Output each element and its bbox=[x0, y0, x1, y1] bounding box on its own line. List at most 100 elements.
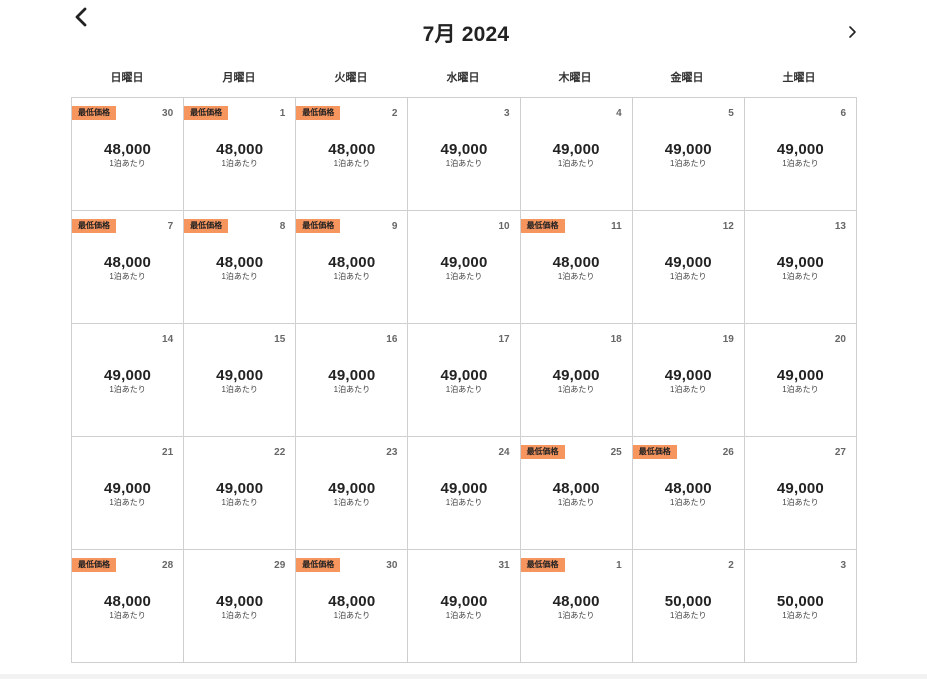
day-cell[interactable]: 最低価格 30 48,000 1泊あたり bbox=[296, 550, 409, 663]
day-cell[interactable]: 20 49,000 1泊あたり bbox=[744, 324, 857, 437]
day-number: 16 bbox=[386, 334, 398, 345]
per-night-label: 1泊あたり bbox=[445, 611, 483, 620]
day-number: 19 bbox=[722, 334, 734, 345]
per-night-label: 1泊あたり bbox=[445, 498, 483, 507]
lowest-price-badge: 最低価格 bbox=[296, 106, 341, 120]
day-number: 21 bbox=[162, 447, 174, 458]
day-cell[interactable]: 最低価格 9 48,000 1泊あたり bbox=[296, 211, 409, 324]
nightly-price: 49,000 bbox=[664, 141, 712, 158]
nightly-price: 48,000 bbox=[216, 141, 264, 158]
day-number: 9 bbox=[391, 221, 398, 232]
nightly-price: 50,000 bbox=[776, 593, 824, 610]
per-night-label: 1泊あたり bbox=[557, 159, 595, 168]
next-month-button[interactable] bbox=[845, 25, 859, 39]
per-night-label: 1泊あたり bbox=[782, 385, 819, 394]
nightly-price: 49,000 bbox=[440, 141, 488, 158]
day-cell[interactable]: 最低価格 2 48,000 1泊あたり bbox=[296, 98, 409, 211]
day-cell[interactable]: 17 49,000 1泊あたり bbox=[408, 324, 521, 437]
per-night-label: 1泊あたり bbox=[782, 272, 819, 281]
day-cell[interactable]: 6 49,000 1泊あたり bbox=[744, 98, 857, 211]
day-number: 2 bbox=[728, 560, 734, 571]
day-cell[interactable]: 2 50,000 1泊あたり bbox=[632, 550, 745, 663]
day-number: 6 bbox=[840, 108, 846, 119]
per-night-label: 1泊あたり bbox=[670, 385, 707, 394]
day-cell[interactable]: 5 49,000 1泊あたり bbox=[632, 98, 745, 211]
day-cell[interactable]: 最低価格 1 48,000 1泊あたり bbox=[520, 550, 633, 663]
day-cell[interactable]: 21 49,000 1泊あたり bbox=[72, 437, 185, 550]
day-number: 1 bbox=[279, 108, 286, 119]
day-cell[interactable]: 3 49,000 1泊あたり bbox=[408, 98, 521, 211]
weekday-fri: 金曜日 bbox=[670, 72, 704, 84]
day-number: 31 bbox=[498, 560, 510, 571]
day-cell[interactable]: 最低価格 1 48,000 1泊あたり bbox=[184, 98, 297, 211]
day-cell[interactable]: 3 50,000 1泊あたり bbox=[744, 550, 857, 663]
day-number: 30 bbox=[386, 560, 398, 571]
day-number: 4 bbox=[616, 108, 622, 119]
day-number: 25 bbox=[610, 447, 622, 458]
day-cell[interactable]: 31 49,000 1泊あたり bbox=[408, 550, 521, 663]
per-night-label: 1泊あたり bbox=[782, 498, 819, 507]
nightly-price: 49,000 bbox=[776, 367, 824, 384]
day-number: 3 bbox=[504, 108, 510, 119]
prev-month-button[interactable] bbox=[70, 6, 94, 30]
per-night-label: 1泊あたり bbox=[445, 272, 483, 281]
per-night-label: 1泊あたり bbox=[221, 611, 258, 620]
lowest-price-badge: 最低価格 bbox=[72, 558, 116, 572]
per-night-label: 1泊あたり bbox=[782, 611, 819, 620]
per-night-label: 1泊あたり bbox=[109, 385, 146, 394]
nightly-price: 49,000 bbox=[216, 480, 264, 497]
day-number: 11 bbox=[611, 221, 622, 232]
day-cell[interactable]: 22 49,000 1泊あたり bbox=[184, 437, 297, 550]
day-cell[interactable]: 18 49,000 1泊あたり bbox=[520, 324, 633, 437]
day-number: 7 bbox=[167, 221, 174, 232]
nightly-price: 49,000 bbox=[328, 480, 376, 497]
per-night-label: 1泊あたり bbox=[333, 611, 371, 620]
day-cell[interactable]: 12 49,000 1泊あたり bbox=[632, 211, 745, 324]
per-night-label: 1泊あたり bbox=[333, 159, 371, 168]
per-night-label: 1泊あたり bbox=[445, 385, 483, 394]
day-cell[interactable]: 最低価格 8 48,000 1泊あたり bbox=[184, 211, 297, 324]
per-night-label: 1泊あたり bbox=[670, 611, 707, 620]
nightly-price: 49,000 bbox=[552, 367, 600, 384]
nightly-price: 49,000 bbox=[440, 254, 488, 271]
day-number: 15 bbox=[274, 334, 286, 345]
day-cell[interactable]: 15 49,000 1泊あたり bbox=[184, 324, 297, 437]
nightly-price: 49,000 bbox=[776, 141, 824, 158]
day-cell[interactable]: 13 49,000 1泊あたり bbox=[744, 211, 857, 324]
nightly-price: 49,000 bbox=[552, 141, 600, 158]
per-night-label: 1泊あたり bbox=[557, 498, 595, 507]
per-night-label: 1泊あたり bbox=[221, 385, 258, 394]
day-cell[interactable]: 23 49,000 1泊あたり bbox=[296, 437, 409, 550]
per-night-label: 1泊あたり bbox=[333, 385, 371, 394]
day-cell[interactable]: 最低価格 30 48,000 1泊あたり bbox=[72, 98, 185, 211]
day-cell[interactable]: 14 49,000 1泊あたり bbox=[72, 324, 185, 437]
day-cell[interactable]: 27 49,000 1泊あたり bbox=[744, 437, 857, 550]
lowest-price-badge: 最低価格 bbox=[632, 445, 677, 459]
day-cell[interactable]: 最低価格 7 48,000 1泊あたり bbox=[72, 211, 185, 324]
per-night-label: 1泊あたり bbox=[109, 272, 146, 281]
day-cell[interactable]: 最低価格 28 48,000 1泊あたり bbox=[72, 550, 185, 663]
day-number: 27 bbox=[834, 447, 846, 458]
nightly-price: 48,000 bbox=[552, 480, 600, 497]
day-cell[interactable]: 29 49,000 1泊あたり bbox=[184, 550, 297, 663]
lowest-price-badge: 最低価格 bbox=[72, 219, 116, 233]
day-cell[interactable]: 10 49,000 1泊あたり bbox=[408, 211, 521, 324]
per-night-label: 1泊あたり bbox=[221, 159, 258, 168]
per-night-label: 1泊あたり bbox=[782, 159, 819, 168]
per-night-label: 1泊あたり bbox=[557, 385, 595, 394]
day-cell[interactable]: 最低価格 25 48,000 1泊あたり bbox=[520, 437, 633, 550]
day-cell[interactable]: 最低価格 11 48,000 1泊あたり bbox=[520, 211, 633, 324]
day-cell[interactable]: 24 49,000 1泊あたり bbox=[408, 437, 521, 550]
lowest-price-badge: 最低価格 bbox=[520, 558, 565, 572]
day-number: 24 bbox=[498, 447, 510, 458]
nightly-price: 48,000 bbox=[104, 141, 152, 158]
day-cell[interactable]: 4 49,000 1泊あたり bbox=[520, 98, 633, 211]
lowest-price-badge: 最低価格 bbox=[72, 106, 116, 120]
day-cell[interactable]: 最低価格 26 48,000 1泊あたり bbox=[632, 437, 745, 550]
day-number: 18 bbox=[610, 334, 622, 345]
nightly-price: 49,000 bbox=[216, 367, 264, 384]
nightly-price: 48,000 bbox=[552, 593, 600, 610]
calendar-grid: 最低価格 30 48,000 1泊あたり 最低価格 1 48,000 1泊あたり 最低価格 2 48… bbox=[71, 97, 857, 663]
day-cell[interactable]: 16 49,000 1泊あたり bbox=[296, 324, 409, 437]
day-cell[interactable]: 19 49,000 1泊あたり bbox=[632, 324, 745, 437]
